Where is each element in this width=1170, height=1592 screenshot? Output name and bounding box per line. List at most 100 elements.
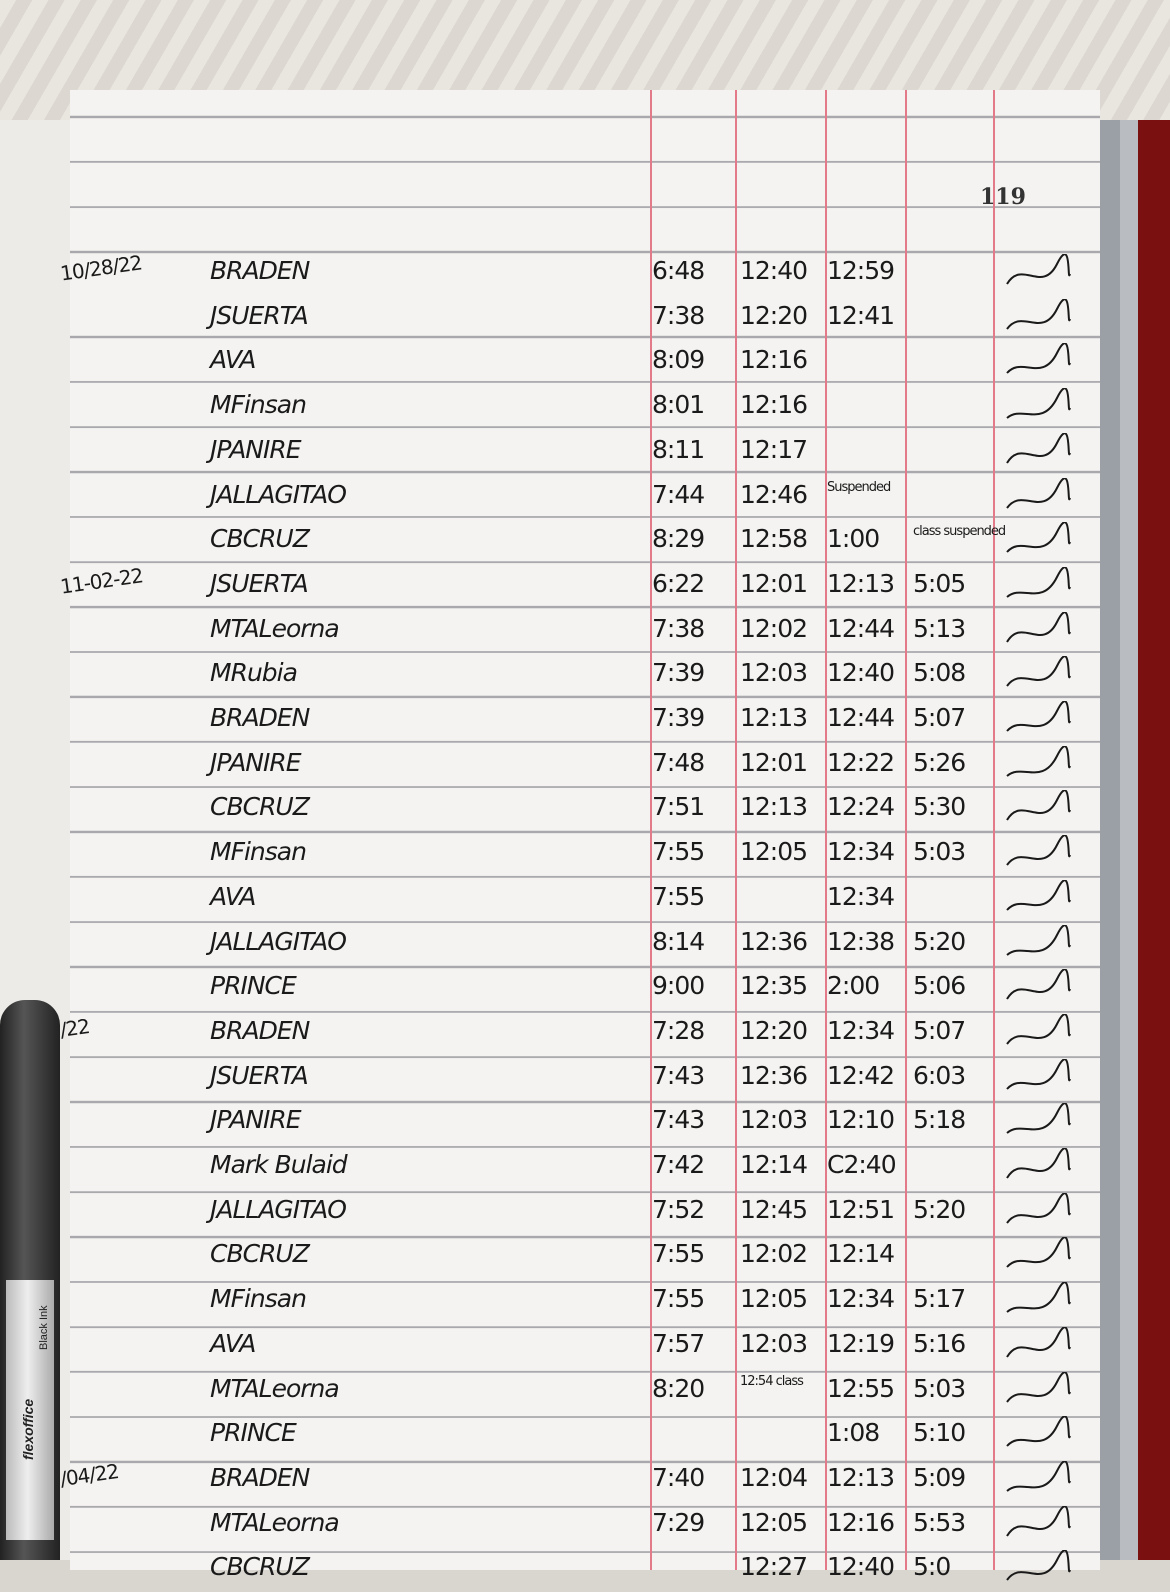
time-in-pm: 1:00 (827, 524, 880, 554)
time-out-pm: 5:13 (913, 613, 966, 643)
time-out-pm: 5:07 (913, 1015, 966, 1045)
column-line (993, 90, 995, 1570)
entry-name: Mark Bulaid (210, 1150, 348, 1179)
time-in-am: 7:39 (652, 658, 705, 688)
entry-name: JSUERTA (210, 300, 309, 330)
signature (1006, 969, 1071, 1000)
time-in-pm: 12:38 (827, 926, 895, 956)
column-line (735, 90, 737, 1570)
signature (1006, 1371, 1071, 1403)
time-out-pm: 5:0 (913, 1552, 951, 1582)
log-entry: JSUERTA 7:43 12:36 12:42 6:03 (70, 1057, 1100, 1101)
signature (1006, 254, 1071, 285)
time-out-pm: 5:18 (913, 1105, 966, 1135)
entry-name: CBCRUZ (210, 524, 310, 554)
time-in-pm: 12:51 (827, 1194, 895, 1224)
time-out-am: 12:03 (740, 1328, 808, 1358)
time-in-am: 7:44 (652, 479, 705, 509)
signature (1006, 701, 1071, 732)
log-entry: JALLAGITAO 8:14 12:36 12:38 5:20 (70, 923, 1100, 967)
signature (1006, 835, 1071, 866)
time-out-am: 12:16 (740, 345, 808, 375)
time-out-am: 12:35 (740, 971, 808, 1001)
log-entry: PRINCE 9:00 12:35 2:00 5:06 (70, 967, 1100, 1011)
column-line (650, 90, 652, 1570)
signature (1006, 1058, 1071, 1090)
signature-stroke (1006, 298, 1071, 330)
time-out-pm: 5:10 (913, 1418, 966, 1448)
time-out-pm: 5:53 (913, 1507, 966, 1537)
time-in-am: 7:42 (652, 1150, 705, 1179)
log-entry: CBCRUZ 7:55 12:02 12:14 (70, 1235, 1100, 1279)
signature-stroke (1006, 388, 1071, 419)
signature (1006, 432, 1071, 464)
pen-ink-label: Black Ink (38, 1305, 50, 1350)
time-out-am: 12:36 (740, 926, 808, 956)
time-out-am: 12:20 (740, 300, 808, 330)
log-entry: CBCRUZ 8:29 12:58 1:00 class suspended (70, 520, 1100, 564)
signature (1006, 879, 1071, 911)
time-out-pm: 5:09 (913, 1462, 966, 1492)
time-in-am: 8:01 (652, 390, 705, 420)
time-out-pm: 5:26 (913, 747, 966, 777)
signature-stroke (1006, 343, 1071, 375)
entry-name: AVA (210, 1328, 256, 1358)
entry-name: BRADEN (210, 1462, 310, 1492)
signature (1006, 343, 1071, 375)
time-out-am: 12:01 (740, 747, 808, 777)
signature (1006, 1282, 1071, 1313)
signature (1006, 790, 1071, 821)
time-out-am: 12:05 (740, 1284, 808, 1314)
log-entry: JSUERTA 7:38 12:20 12:41 (70, 297, 1100, 341)
time-out-am: 12:40 (740, 256, 808, 285)
entry-name: JALLAGITAO (210, 1194, 347, 1224)
time-in-am: 7:55 (652, 1239, 705, 1269)
time-in-am: 7:39 (652, 703, 705, 732)
entry-name: JSUERTA (210, 568, 309, 598)
log-entry: CBCRUZ 7:51 12:13 12:24 5:30 (70, 788, 1100, 832)
time-out-am: 12:27 (740, 1552, 808, 1582)
log-entry: 10/28/22 BRADEN 6:48 12:40 12:59 (59, 250, 1100, 296)
signature (1006, 1192, 1071, 1224)
time-in-pm: Suspended (827, 479, 891, 495)
time-out-pm: 5:16 (913, 1328, 966, 1358)
signature-stroke (1006, 1550, 1071, 1581)
entry-date: 10/28/22 (58, 250, 144, 286)
signature (1006, 477, 1071, 509)
entry-name: MTALeorna (210, 1373, 340, 1403)
pen-label-band: flexoffice Black Ink (6, 1280, 54, 1540)
log-entry: JPANIRE 8:11 12:17 (70, 431, 1100, 475)
signature (1006, 611, 1071, 643)
signature (1006, 1148, 1071, 1179)
entry-name: CBCRUZ (210, 1552, 310, 1582)
signature-stroke (1006, 432, 1071, 464)
signature-stroke (1006, 1103, 1071, 1135)
time-in-pm: 12:44 (827, 613, 895, 643)
log-entry: AVA 7:55 12:34 (70, 878, 1100, 922)
signature (1006, 1550, 1071, 1581)
log-entry: 11-02-22 JSUERTA 6:22 12:01 12:13 5:05 (59, 563, 1100, 609)
signature-stroke (1006, 969, 1071, 1000)
time-in-pm: 12:34 (827, 881, 895, 911)
signature-stroke (1006, 924, 1071, 956)
signature-stroke (1006, 1326, 1071, 1358)
signature (1006, 1326, 1071, 1358)
signature-stroke (1006, 835, 1071, 866)
time-out-pm: 5:06 (913, 971, 966, 1001)
time-out-am: 12:05 (740, 837, 808, 867)
logbook-page: 119 10/28/22 BRADEN 6:48 12:40 12:59 JSUERTA 7… (58, 90, 1100, 1581)
log-entry: CBCRUZ 12:27 12:40 5:0 (70, 1548, 1100, 1592)
entry-name: JPANIRE (210, 747, 302, 777)
log-entry: MTALeorna 7:29 12:05 12:16 5:53 (70, 1504, 1100, 1548)
entry-name: AVA (210, 345, 256, 375)
time-out-pm: 5:30 (913, 792, 966, 822)
signature-stroke (1006, 1282, 1071, 1313)
time-in-am: 7:55 (652, 881, 705, 911)
signature-stroke (1006, 1013, 1071, 1045)
signature-stroke (1006, 1416, 1071, 1447)
time-out-pm: 6:03 (913, 1060, 966, 1090)
time-in-am: 7:55 (652, 1284, 705, 1314)
signature-stroke (1006, 1192, 1071, 1224)
signature (1006, 1505, 1071, 1537)
pen: flexoffice Black Ink (0, 1000, 60, 1560)
